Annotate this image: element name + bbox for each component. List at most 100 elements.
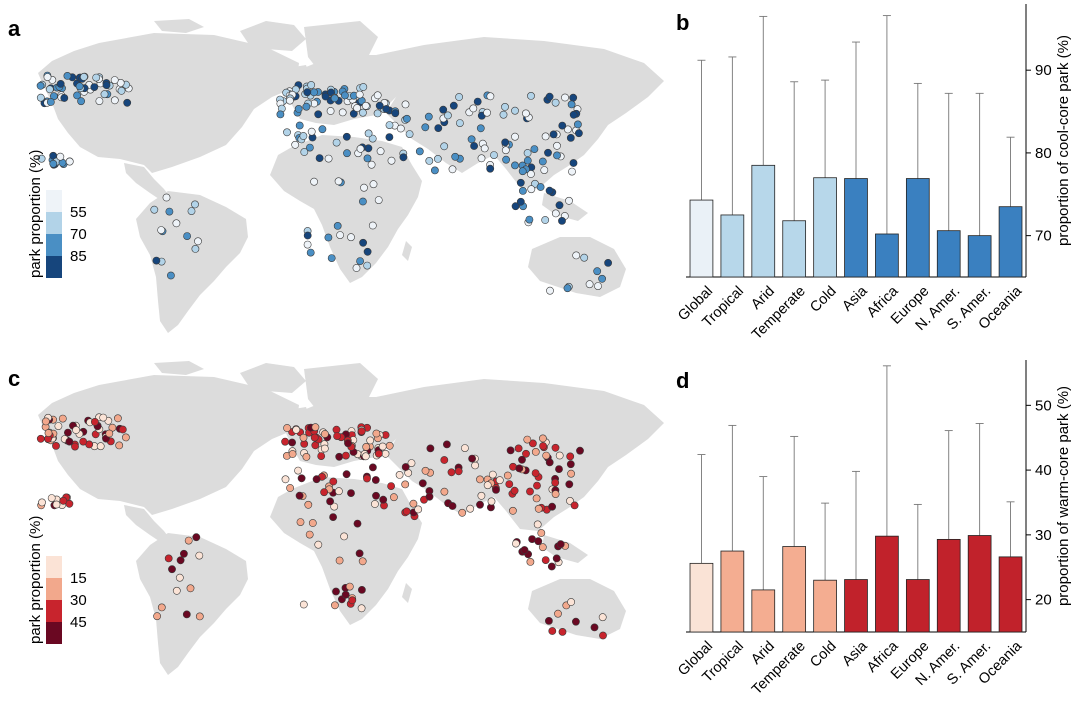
city-marker — [338, 108, 347, 117]
city-marker — [594, 282, 602, 290]
city-marker — [110, 96, 119, 105]
city-marker — [561, 93, 569, 102]
city-marker — [476, 124, 485, 133]
city-marker — [332, 425, 341, 434]
city-marker — [175, 573, 184, 582]
city-marker — [401, 480, 410, 489]
city-marker — [545, 186, 554, 195]
city-marker — [569, 93, 578, 102]
city-marker — [538, 543, 547, 552]
city-marker — [545, 458, 554, 467]
city-marker — [533, 481, 541, 490]
city-marker — [192, 533, 201, 542]
city-marker — [357, 427, 366, 436]
city-marker — [288, 450, 297, 458]
city-marker — [363, 261, 372, 270]
city-marker — [525, 215, 534, 224]
city-marker — [424, 112, 433, 121]
city-marker — [511, 202, 520, 211]
city-marker — [347, 233, 355, 242]
city-marker — [548, 502, 556, 511]
city-marker — [566, 133, 575, 142]
city-marker — [551, 98, 560, 107]
city-marker — [45, 85, 54, 94]
city-marker — [567, 100, 576, 109]
city-marker — [335, 556, 344, 565]
city-marker — [541, 132, 550, 141]
city-marker — [182, 610, 191, 619]
city-marker — [469, 104, 478, 113]
city-marker — [566, 452, 575, 461]
city-marker — [414, 505, 423, 514]
city-marker — [527, 185, 536, 194]
city-marker — [426, 444, 435, 453]
d-bar-asia — [844, 579, 868, 633]
city-marker — [307, 81, 316, 89]
city-marker — [330, 94, 339, 103]
city-marker — [572, 251, 581, 260]
city-marker — [542, 451, 551, 460]
city-marker — [291, 140, 300, 149]
city-marker — [511, 132, 519, 141]
city-marker — [418, 479, 427, 488]
city-marker — [430, 166, 439, 175]
city-marker — [52, 500, 61, 509]
city-marker — [369, 180, 378, 189]
city-marker — [549, 130, 558, 139]
city-marker — [311, 441, 320, 450]
city-marker — [194, 237, 202, 246]
city-marker — [176, 556, 185, 565]
city-marker — [295, 121, 304, 130]
city-marker — [358, 557, 367, 566]
b-bar-oceania — [998, 206, 1023, 278]
legend-a-tick-label: 85 — [70, 248, 87, 265]
city-marker — [531, 469, 540, 477]
city-marker — [286, 484, 294, 492]
city-marker — [330, 502, 339, 511]
city-marker — [555, 201, 564, 210]
d-bar-n-amer- — [936, 538, 961, 633]
city-marker — [385, 441, 394, 450]
city-marker — [310, 177, 318, 186]
city-marker — [401, 100, 410, 109]
city-marker — [118, 425, 127, 434]
city-marker — [157, 226, 166, 234]
city-marker — [56, 80, 65, 88]
city-marker — [520, 546, 529, 554]
city-marker — [531, 447, 540, 456]
city-marker — [569, 110, 578, 119]
city-marker — [355, 549, 364, 558]
city-marker — [477, 154, 486, 163]
city-marker — [499, 110, 508, 119]
city-marker — [512, 539, 520, 548]
city-marker — [64, 428, 72, 437]
city-marker — [442, 440, 451, 449]
city-marker — [49, 159, 58, 168]
city-marker — [306, 248, 315, 257]
city-marker — [73, 91, 81, 100]
city-marker — [385, 133, 394, 141]
city-marker — [368, 463, 377, 472]
city-marker — [315, 154, 324, 162]
city-marker — [357, 586, 366, 594]
city-marker — [44, 429, 53, 437]
city-marker — [447, 468, 456, 477]
city-marker — [379, 495, 388, 504]
city-marker — [551, 490, 560, 498]
city-marker — [467, 135, 476, 144]
city-marker — [372, 429, 381, 438]
city-marker — [332, 587, 340, 596]
city-marker — [409, 499, 418, 508]
city-marker — [300, 148, 309, 156]
city-marker — [297, 474, 306, 483]
city-marker — [526, 558, 535, 566]
city-marker — [487, 497, 496, 506]
city-marker — [150, 205, 159, 214]
city-marker — [405, 130, 414, 138]
b-bar-s-amer- — [967, 235, 992, 278]
city-marker — [324, 233, 333, 242]
city-marker — [356, 144, 365, 153]
city-marker — [352, 264, 361, 272]
city-marker — [529, 439, 537, 448]
